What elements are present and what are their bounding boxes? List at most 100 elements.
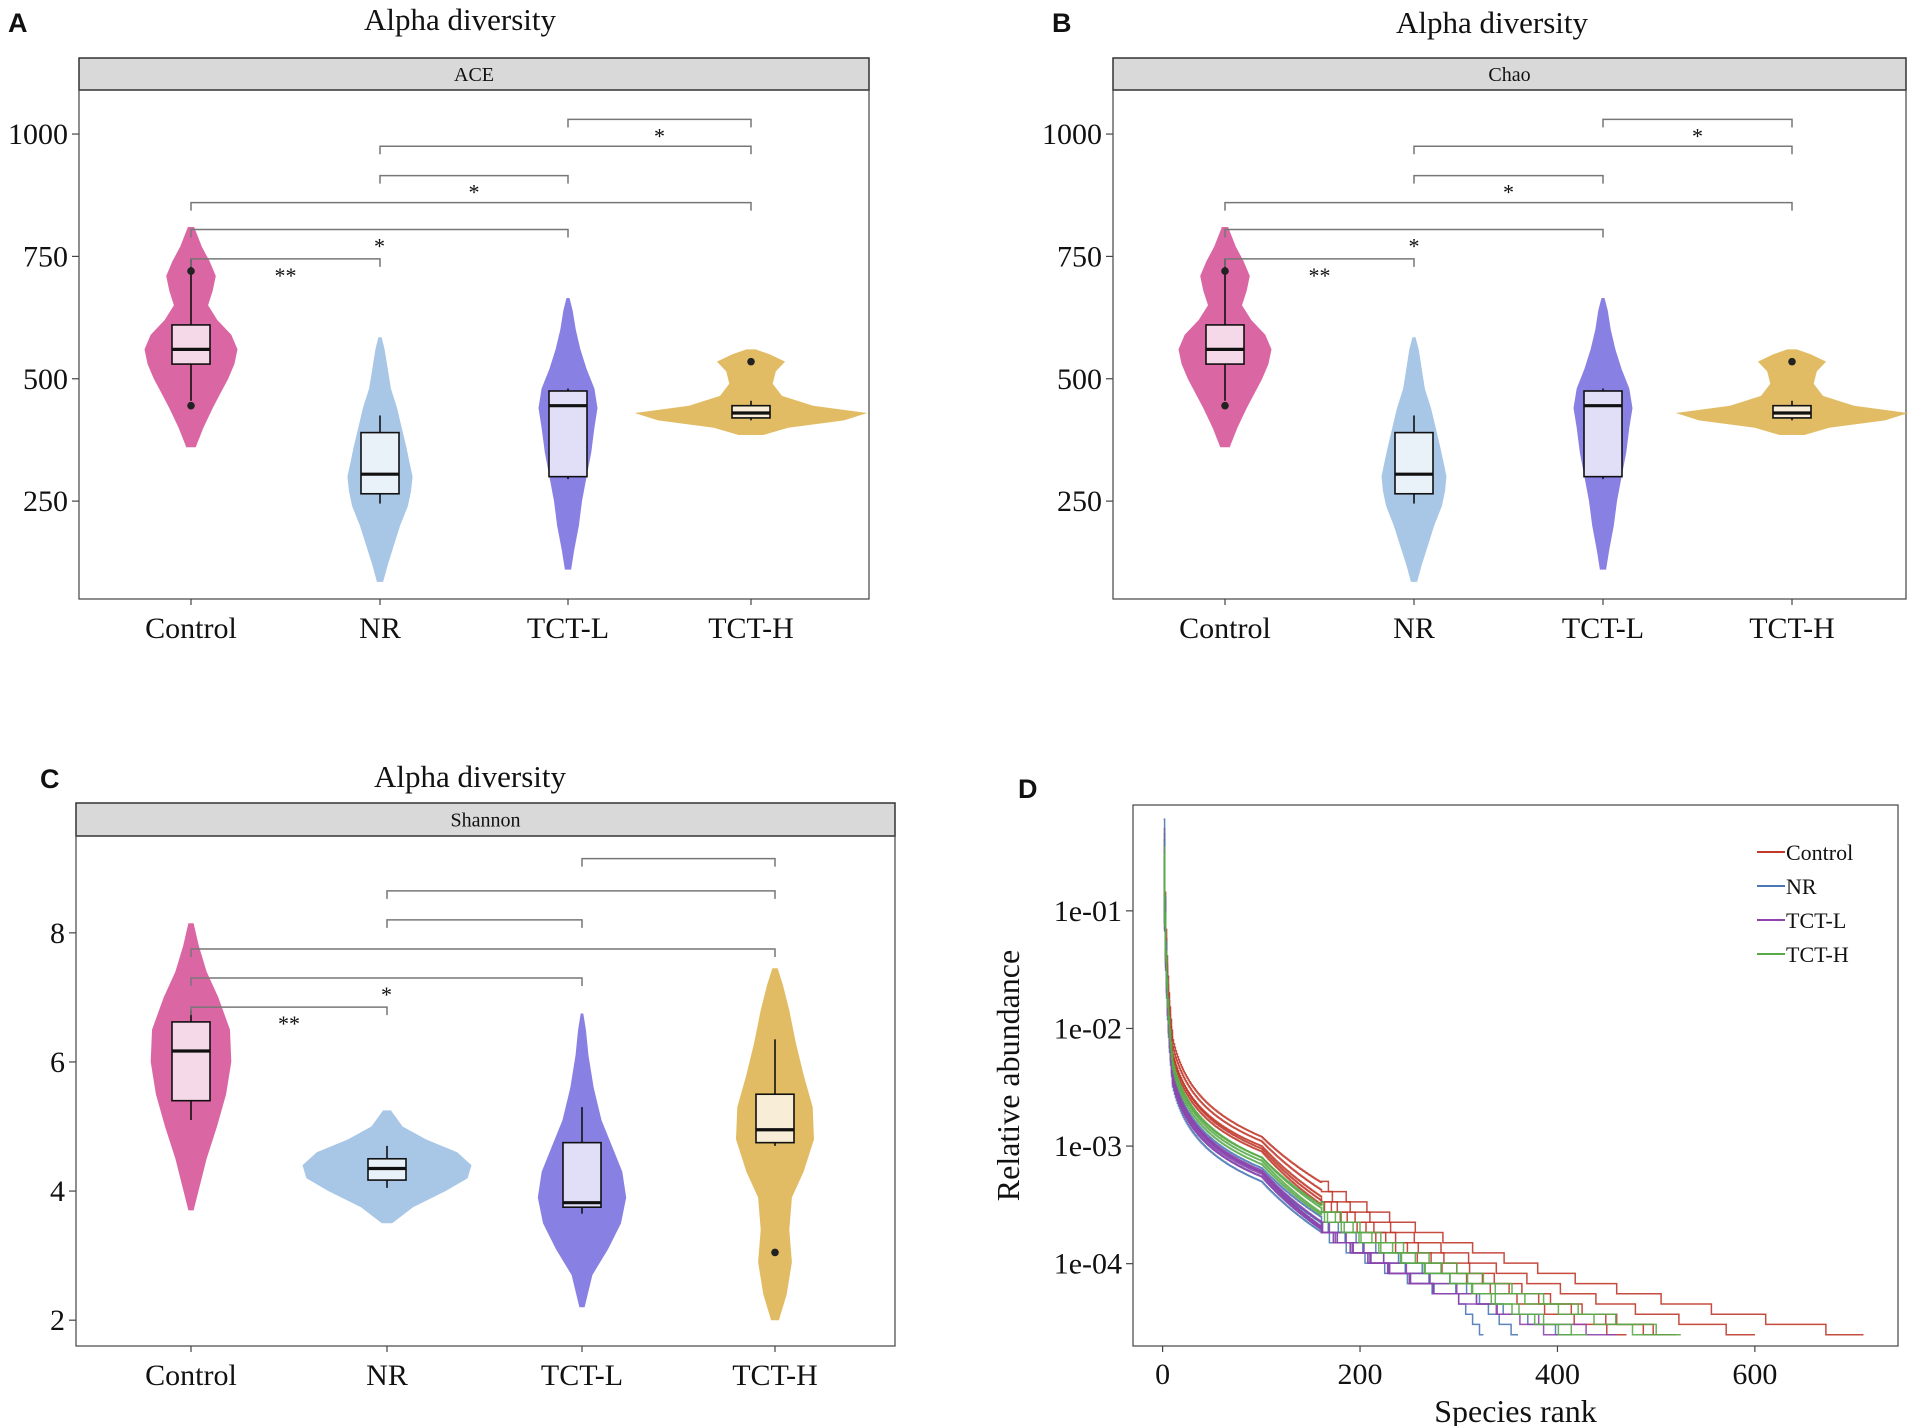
significance-label: * bbox=[1692, 123, 1703, 148]
x-tick-label: TCT-L bbox=[1562, 612, 1644, 645]
plot-frame bbox=[75, 835, 896, 1347]
panel-c: C Alpha diversity Shannon 2 4 6 8 Control NR TCT-… bbox=[40, 759, 896, 1392]
legend-label: TCT-H bbox=[1786, 942, 1849, 967]
significance-bracket bbox=[379, 174, 569, 184]
outlier-point bbox=[187, 401, 195, 410]
curve-tct-l bbox=[1163, 853, 1617, 1336]
outlier-point bbox=[187, 267, 195, 275]
box-nr bbox=[360, 431, 400, 495]
plot-frame bbox=[78, 89, 870, 600]
panel-label: B bbox=[1052, 8, 1072, 38]
curve-tct-h bbox=[1163, 853, 1681, 1336]
box-control bbox=[171, 324, 211, 365]
box-tct-l bbox=[562, 1141, 602, 1209]
curve-control bbox=[1163, 839, 1755, 1336]
y-tick-label: 1000 bbox=[1042, 118, 1102, 151]
x-tick-label: 400 bbox=[1535, 1358, 1580, 1391]
significance-bracket bbox=[581, 857, 776, 867]
significance-bracket bbox=[190, 948, 776, 957]
curve-control bbox=[1163, 827, 1864, 1336]
significance-bracket bbox=[1224, 201, 1793, 211]
x-tick-label: 0 bbox=[1155, 1358, 1170, 1391]
panel-a: A Alpha diversity ACE 250 500 750 1000 Control N… bbox=[8, 2, 870, 645]
box-control bbox=[1205, 324, 1245, 365]
y-tick-label: 1000 bbox=[8, 118, 68, 151]
x-tick-label: TCT-H bbox=[732, 1359, 818, 1392]
y-tick-label: 2 bbox=[50, 1304, 65, 1337]
curve-tct-l bbox=[1163, 846, 1558, 1336]
curve-nr bbox=[1163, 846, 1518, 1336]
legend-label: TCT-L bbox=[1786, 908, 1846, 933]
panel-d: D 0 200 400 600 1e-01 1e-02 1e-03 1e-04 Species r… bbox=[990, 774, 1899, 1426]
curve-nr bbox=[1163, 863, 1484, 1336]
facet-strip bbox=[75, 802, 896, 837]
y-tick-label: 500 bbox=[1057, 363, 1102, 396]
facet-strip bbox=[1112, 57, 1907, 91]
y-tick-label: 500 bbox=[23, 363, 68, 396]
x-axis-title: Species rank bbox=[1434, 1393, 1597, 1426]
x-tick-label: TCT-L bbox=[527, 612, 609, 645]
y-tick-label: 1e-03 bbox=[1054, 1130, 1122, 1163]
panel-label: A bbox=[8, 8, 28, 38]
chart-title: Alpha diversity bbox=[1396, 5, 1588, 40]
significance-bracket bbox=[190, 258, 381, 267]
x-tick-label: NR bbox=[359, 612, 401, 645]
y-tick-label: 4 bbox=[50, 1175, 65, 1208]
plot-frame bbox=[1132, 804, 1899, 1347]
significance-label: * bbox=[1409, 233, 1420, 258]
x-tick-label: TCT-L bbox=[541, 1359, 623, 1392]
significance-label: * bbox=[381, 982, 392, 1007]
curve-tct-h bbox=[1163, 863, 1573, 1336]
y-axis-title: Relative abundance bbox=[990, 950, 1026, 1201]
x-tick-label: TCT-H bbox=[1749, 612, 1835, 645]
curve-nr bbox=[1163, 818, 1460, 1304]
y-tick-label: 750 bbox=[1057, 240, 1102, 273]
curve-tct-l bbox=[1163, 863, 1444, 1295]
significance-bracket bbox=[1224, 258, 1415, 267]
y-tick-label: 1e-04 bbox=[1054, 1248, 1122, 1281]
significance-bracket bbox=[386, 890, 776, 899]
curve-nr bbox=[1163, 853, 1449, 1295]
box-nr bbox=[1394, 431, 1434, 495]
significance-bracket bbox=[1413, 174, 1604, 184]
x-tick-label: NR bbox=[366, 1359, 408, 1392]
x-tick-label: Control bbox=[145, 612, 237, 645]
significance-bracket bbox=[386, 919, 583, 928]
outlier-point bbox=[747, 357, 755, 366]
x-tick-label: TCT-H bbox=[708, 612, 794, 645]
x-tick-label: Control bbox=[1179, 612, 1271, 645]
significance-label: * bbox=[1503, 180, 1514, 205]
box-tct-h bbox=[755, 1093, 795, 1144]
y-tick-label: 750 bbox=[23, 240, 68, 273]
curve-control bbox=[1163, 853, 1627, 1336]
y-tick-label: 250 bbox=[1057, 485, 1102, 518]
outlier-point bbox=[1221, 401, 1229, 410]
significance-label: ** bbox=[275, 263, 297, 288]
significance-bracket bbox=[190, 201, 752, 211]
panel-b: B Alpha diversity Chao 250 500 750 1000 Control… bbox=[1042, 5, 1909, 645]
curve-control bbox=[1163, 833, 1666, 1336]
significance-bracket bbox=[190, 228, 569, 238]
box-control bbox=[171, 1021, 211, 1102]
significance-bracket bbox=[567, 118, 752, 128]
y-tick-label: 8 bbox=[50, 917, 65, 950]
outlier-point bbox=[1221, 267, 1229, 275]
y-tick-label: 1e-01 bbox=[1054, 895, 1122, 928]
box-tct-l bbox=[1583, 390, 1623, 478]
curve-tct-h bbox=[1163, 846, 1588, 1336]
significance-bracket bbox=[190, 977, 583, 987]
box-tct-l bbox=[548, 390, 588, 478]
significance-bracket bbox=[379, 145, 752, 155]
legend-label: Control bbox=[1786, 840, 1853, 865]
facet-strip bbox=[78, 57, 870, 91]
significance-label: * bbox=[469, 180, 480, 205]
significance-bracket bbox=[1224, 228, 1604, 238]
facet-strip-label: Shannon bbox=[451, 810, 521, 832]
significance-label: * bbox=[374, 233, 385, 258]
significance-label: ** bbox=[278, 1011, 300, 1036]
significance-label: * bbox=[654, 123, 665, 148]
outlier-point bbox=[1788, 357, 1796, 366]
y-tick-label: 250 bbox=[23, 485, 68, 518]
chart-title: Alpha diversity bbox=[364, 2, 556, 37]
